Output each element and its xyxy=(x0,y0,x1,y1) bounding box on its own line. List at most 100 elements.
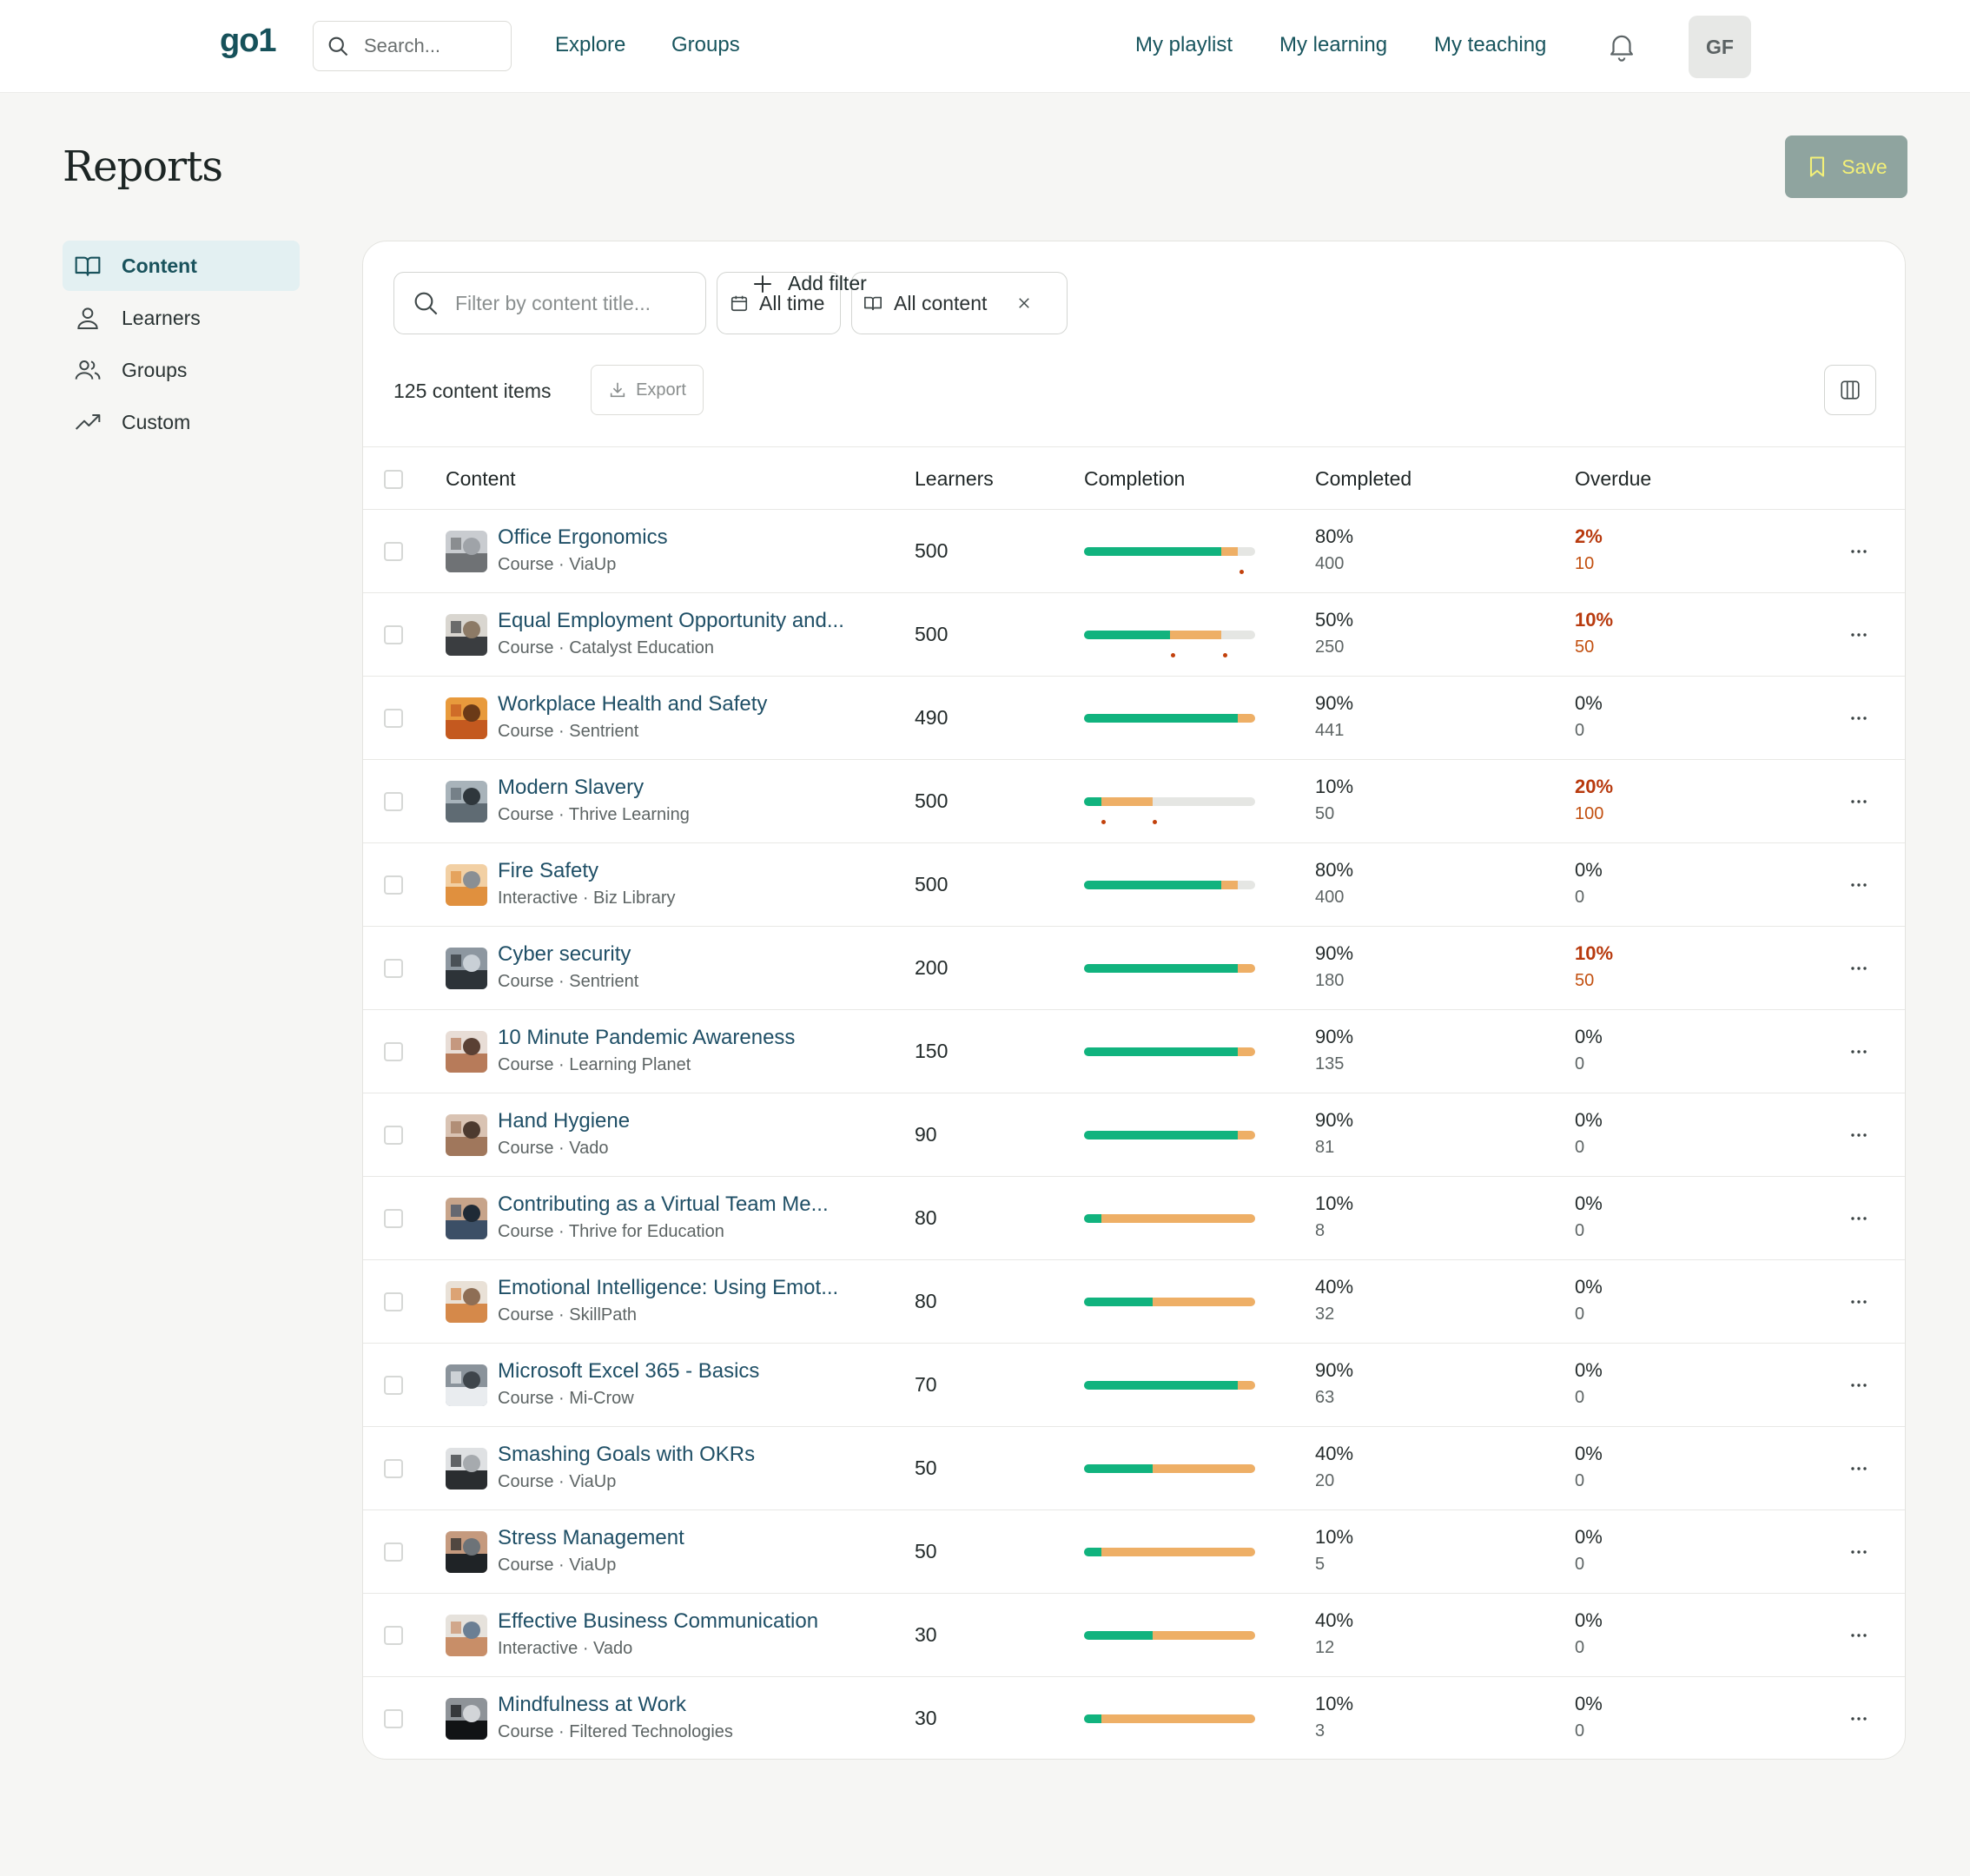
row-checkbox[interactable] xyxy=(384,1542,403,1562)
nav-my-playlist[interactable]: My playlist xyxy=(1135,33,1233,56)
row-checkbox[interactable] xyxy=(384,875,403,895)
table-row[interactable]: 10 Minute Pandemic Awareness Course · Lea… xyxy=(363,1010,1905,1093)
more-options-icon[interactable] xyxy=(1850,1710,1868,1727)
table-row[interactable]: Office Ergonomics Course · ViaUp 500 80% 400… xyxy=(363,510,1905,593)
content-filter-input[interactable] xyxy=(455,291,690,315)
row-checkbox[interactable] xyxy=(384,1626,403,1645)
row-checkbox[interactable] xyxy=(384,959,403,978)
more-options-icon[interactable] xyxy=(1850,1543,1868,1561)
column-header-completion[interactable]: Completion xyxy=(1084,467,1186,490)
content-title-link[interactable]: Modern Slavery xyxy=(498,776,645,799)
row-checkbox[interactable] xyxy=(384,709,403,728)
table-row[interactable]: Mindfulness at Work Course · Filtered Tec… xyxy=(363,1677,1905,1760)
nav-my-teaching[interactable]: My teaching xyxy=(1434,33,1547,56)
app-logo[interactable]: go1 xyxy=(220,23,277,59)
user-avatar[interactable]: GF xyxy=(1689,16,1751,78)
column-header-completed[interactable]: Completed xyxy=(1315,467,1412,490)
table-row[interactable]: Microsoft Excel 365 - Basics Course · Mi-… xyxy=(363,1344,1905,1427)
more-options-icon[interactable] xyxy=(1850,793,1868,810)
sidebar-item-label: Custom xyxy=(122,410,191,433)
column-header-overdue[interactable]: Overdue xyxy=(1575,467,1652,490)
sidebar-item-learners[interactable]: Learners xyxy=(63,293,300,343)
content-title-link[interactable]: Emotional Intelligence: Using Emot... xyxy=(498,1276,839,1299)
content-title-link[interactable]: Smashing Goals with OKRs xyxy=(498,1443,756,1466)
overdue-percent: 2% xyxy=(1575,525,1603,547)
overdue-segment xyxy=(1238,1381,1255,1390)
content-title-link[interactable]: Equal Employment Opportunity and... xyxy=(498,609,844,632)
row-checkbox[interactable] xyxy=(384,542,403,561)
overdue-count: 50 xyxy=(1575,971,1595,990)
content-title-link[interactable]: Microsoft Excel 365 - Basics xyxy=(498,1359,760,1383)
column-header-learners[interactable]: Learners xyxy=(915,467,994,490)
row-checkbox[interactable] xyxy=(384,1709,403,1728)
content-thumbnail xyxy=(446,697,487,739)
content-title-link[interactable]: Office Ergonomics xyxy=(498,525,668,549)
export-button[interactable]: Export xyxy=(591,365,704,415)
table-row[interactable]: Modern Slavery Course · Thrive Learning 50… xyxy=(363,760,1905,843)
global-search[interactable] xyxy=(313,21,512,71)
table-row[interactable]: Effective Business Communication Interact… xyxy=(363,1594,1905,1677)
row-checkbox[interactable] xyxy=(384,792,403,811)
completed-segment xyxy=(1084,1381,1239,1390)
more-options-icon[interactable] xyxy=(1850,876,1868,894)
bell-icon[interactable] xyxy=(1605,30,1638,63)
row-checkbox[interactable] xyxy=(384,1459,403,1478)
completed-count: 135 xyxy=(1315,1054,1345,1073)
content-title-link[interactable]: Stress Management xyxy=(498,1526,684,1549)
close-icon[interactable] xyxy=(1016,295,1032,311)
save-button[interactable]: Save xyxy=(1785,135,1907,198)
column-header-content[interactable]: Content xyxy=(446,467,516,490)
more-options-icon[interactable] xyxy=(1850,1293,1868,1311)
content-title-link[interactable]: Hand Hygiene xyxy=(498,1109,631,1133)
more-options-icon[interactable] xyxy=(1850,960,1868,977)
more-options-icon[interactable] xyxy=(1850,1043,1868,1060)
more-options-icon[interactable] xyxy=(1850,710,1868,727)
table-row[interactable]: Hand Hygiene Course · Vado 90 90% 81 0% 0 xyxy=(363,1093,1905,1177)
content-title-link[interactable]: Workplace Health and Safety xyxy=(498,692,768,716)
table-row[interactable]: Fire Safety Interactive · Biz Library 500 8… xyxy=(363,843,1905,927)
row-divider xyxy=(363,592,1905,593)
content-type-filter-button[interactable]: All content xyxy=(851,272,1068,334)
columns-toggle-button[interactable] xyxy=(1824,365,1876,415)
content-title-link[interactable]: Cyber security xyxy=(498,942,631,966)
table-row[interactable]: Stress Management Course · ViaUp 50 10% 5 0% 0 xyxy=(363,1510,1905,1594)
sidebar-item-content[interactable]: Content xyxy=(63,241,300,291)
row-checkbox[interactable] xyxy=(384,1376,403,1395)
completed-segment xyxy=(1084,1298,1153,1306)
nav-explore[interactable]: Explore xyxy=(555,33,626,56)
time-filter-button[interactable]: All time xyxy=(717,272,841,334)
more-options-icon[interactable] xyxy=(1850,1627,1868,1644)
row-checkbox[interactable] xyxy=(384,1209,403,1228)
more-options-icon[interactable] xyxy=(1850,1210,1868,1227)
more-options-icon[interactable] xyxy=(1850,626,1868,644)
row-checkbox[interactable] xyxy=(384,625,403,644)
table-row[interactable]: Emotional Intelligence: Using Emot... Cou… xyxy=(363,1260,1905,1344)
nav-groups[interactable]: Groups xyxy=(671,33,740,56)
sidebar-item-groups[interactable]: Groups xyxy=(63,345,300,395)
content-title-link[interactable]: Contributing as a Virtual Team Me... xyxy=(498,1192,829,1216)
content-title-link[interactable]: Mindfulness at Work xyxy=(498,1693,686,1716)
content-title-link[interactable]: Effective Business Communication xyxy=(498,1609,819,1633)
table-row[interactable]: Workplace Health and Safety Course · Sent… xyxy=(363,677,1905,760)
content-title-link[interactable]: Fire Safety xyxy=(498,859,599,882)
row-divider xyxy=(363,1176,1905,1177)
more-options-icon[interactable] xyxy=(1850,1126,1868,1144)
completed-percent: 40% xyxy=(1315,1276,1354,1298)
global-search-input[interactable] xyxy=(364,30,503,62)
add-filter-button[interactable]: Add filter xyxy=(734,272,867,295)
row-checkbox[interactable] xyxy=(384,1042,403,1061)
row-checkbox[interactable] xyxy=(384,1292,403,1311)
row-checkbox[interactable] xyxy=(384,1126,403,1145)
table-row[interactable]: Cyber security Course · Sentrient 200 90% 18… xyxy=(363,927,1905,1010)
table-row[interactable]: Equal Employment Opportunity and... Cours… xyxy=(363,593,1905,677)
sidebar-item-custom[interactable]: Custom xyxy=(63,397,300,447)
more-options-icon[interactable] xyxy=(1850,1377,1868,1394)
table-row[interactable]: Smashing Goals with OKRs Course · ViaUp 50… xyxy=(363,1427,1905,1510)
content-filter-search[interactable] xyxy=(393,272,706,334)
select-all-checkbox[interactable] xyxy=(384,470,403,489)
more-options-icon[interactable] xyxy=(1850,543,1868,560)
nav-my-learning[interactable]: My learning xyxy=(1279,33,1388,56)
more-options-icon[interactable] xyxy=(1850,1460,1868,1477)
table-row[interactable]: Contributing as a Virtual Team Me... Cour… xyxy=(363,1177,1905,1260)
content-title-link[interactable]: 10 Minute Pandemic Awareness xyxy=(498,1026,796,1049)
